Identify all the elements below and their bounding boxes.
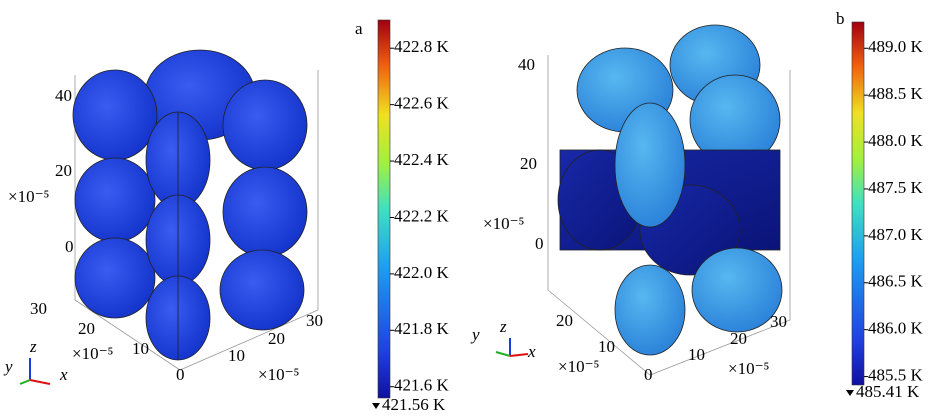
z-tick: 0 [65,237,74,256]
y-unit: ×10⁻⁵ [72,344,114,363]
z-unit: ×10⁻⁵ [8,187,50,206]
x-tick: 20 [268,329,285,348]
colorbar [377,19,391,399]
x-tick: 30 [306,311,323,330]
y-unit: ×10⁻⁵ [558,357,600,376]
z-unit: ×10⁻⁵ [483,214,525,233]
colorbar-tick-label: 421.8 K [394,319,450,338]
x-tick: 30 [770,312,787,331]
triad-x: x [59,365,68,384]
y-tick: 10 [132,339,149,358]
colorbar-tick-label: 487.5 K [868,178,924,197]
x-tick: 0 [644,365,653,384]
colorbar-min-label: 485.41 K [856,382,920,401]
y-tick: 20 [78,319,95,338]
z-tick: 20 [55,161,72,180]
y-tick: 30 [30,299,47,318]
render-b [547,24,791,376]
colorbar-tick-label: 488.5 K [868,84,924,103]
colorbar-tick-label: 422.2 K [394,206,450,225]
x-unit: ×10⁻⁵ [258,365,300,384]
colorbar-tick-label: 422.4 K [394,150,450,169]
panel-label: a [355,19,363,38]
colorbar-tick-label: 487.0 K [868,225,924,244]
colorbar-tick-label: 422.0 K [394,263,450,282]
z-tick: 40 [518,55,535,74]
triad-a: z y x [3,337,68,385]
colorbar-tick-label: 422.8 K [394,37,450,56]
z-tick: 20 [520,154,537,173]
x-tick: 0 [176,365,185,384]
colorbar [851,21,865,386]
colorbar-tick-label: 422.6 K [394,94,450,113]
x-tick: 20 [730,329,747,348]
colorbar-tick-label: 489.0 K [868,37,924,56]
colorbar-min-label: 421.56 K [382,395,446,414]
triad-z: z [29,337,37,356]
triad-y: y [3,357,13,376]
z-tick: 40 [55,86,72,105]
x-tick: 10 [228,346,245,365]
colorbar-tick-label: 486.0 K [868,319,924,338]
min-marker [372,403,380,409]
render-a [72,49,319,371]
triad-x: x [527,342,536,361]
x-tick: 10 [688,345,705,364]
panel-label: b [836,9,845,28]
triad-y: y [470,325,480,344]
y-tick: 20 [556,311,573,330]
triad-b: z y x [470,317,536,361]
x-unit: ×10⁻⁵ [728,359,770,378]
z-tick: 0 [535,234,544,253]
colorbar-tick-label: 486.5 K [868,272,924,291]
colorbar-tick-label: 488.0 K [868,131,924,150]
min-marker [846,390,854,396]
triad-z: z [499,317,507,336]
y-tick: 10 [598,337,615,356]
colorbar-tick-label: 485.5 K [868,365,924,384]
colorbar-tick-label: 421.6 K [394,376,450,395]
